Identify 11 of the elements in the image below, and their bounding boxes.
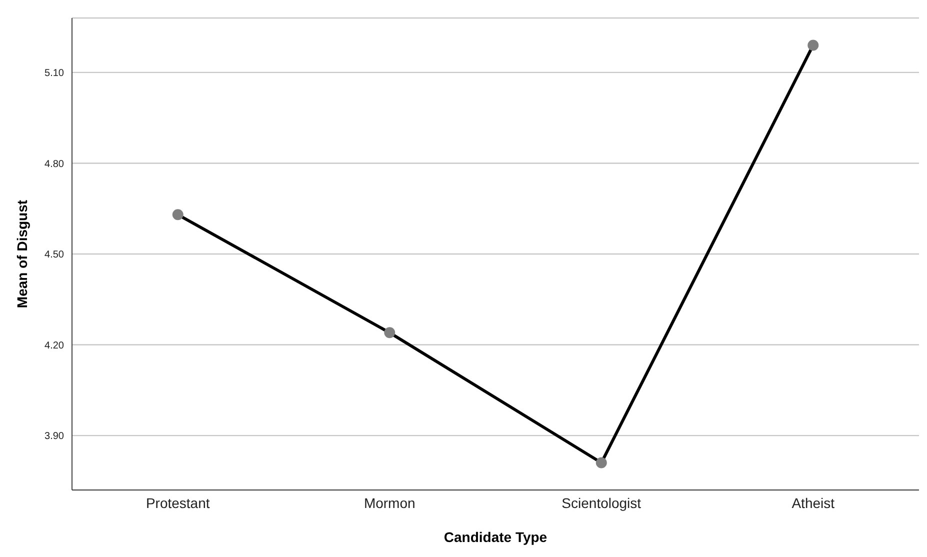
y-tick-label: 5.10 xyxy=(44,68,64,80)
x-tick-label: Protestant xyxy=(146,494,210,511)
y-tick-label: 3.90 xyxy=(44,431,64,442)
x-tick-label: Atheist xyxy=(792,494,835,511)
y-tick-label: 4.80 xyxy=(44,158,64,170)
x-tick-label: Scientologist xyxy=(562,494,642,511)
x-tick-label: Mormon xyxy=(364,494,416,511)
y-tick-label: 4.20 xyxy=(44,340,64,352)
x-axis-title: Candidate Type xyxy=(444,529,548,545)
y-axis-title: Mean of Disgust xyxy=(14,200,30,308)
y-tick-label: 4.50 xyxy=(44,250,64,261)
